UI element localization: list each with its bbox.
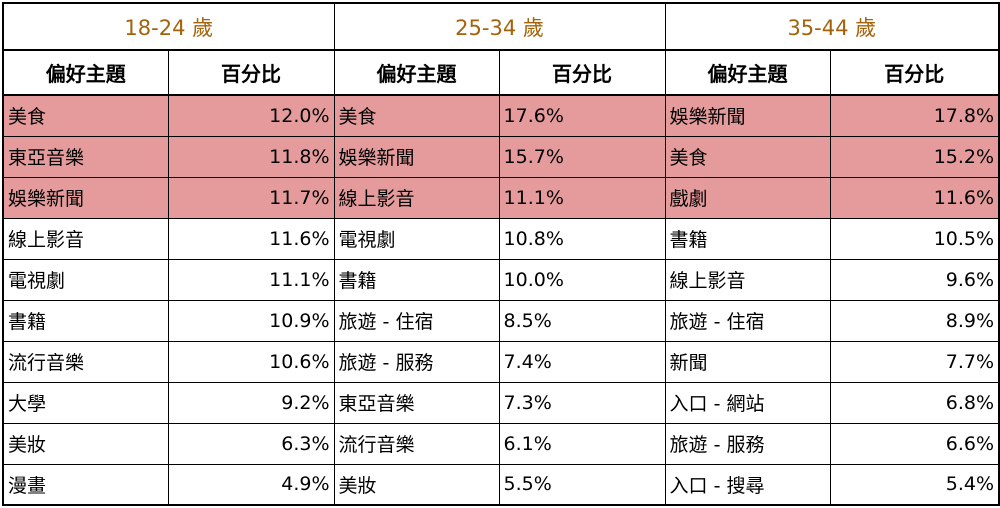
percent-cell: 10.6%: [167, 340, 335, 383]
table-row: 書籍 10.9% 旅遊 - 住宿 8.5% 旅遊 - 住宿 8.9%: [2, 299, 1000, 342]
topic-cell: 東亞音樂: [333, 381, 500, 424]
topic-cell: 入口 - 網站: [664, 381, 831, 424]
pct-header: 百分比: [498, 49, 666, 96]
percent-cell: 10.5%: [829, 217, 1000, 260]
percent-cell: 17.8%: [829, 94, 1000, 137]
column-header-row: 偏好主題 百分比 偏好主題 百分比 偏好主題 百分比: [2, 49, 1000, 96]
percent-cell: 11.1%: [167, 258, 335, 301]
percent-cell: 15.2%: [829, 135, 1000, 178]
topic-cell: 美食: [2, 94, 169, 137]
topic-cell: 書籍: [2, 299, 169, 342]
table-row: 大學 9.2% 東亞音樂 7.3% 入口 - 網站 6.8%: [2, 381, 1000, 424]
percent-cell: 6.6%: [829, 422, 1000, 465]
percent-cell: 6.3%: [167, 422, 335, 465]
percent-cell: 7.4%: [498, 340, 666, 383]
topic-cell: 旅遊 - 住宿: [333, 299, 500, 342]
table-row: 美食 12.0% 美食 17.6% 娛樂新聞 17.8%: [2, 94, 1000, 137]
topic-header: 偏好主題: [2, 49, 169, 96]
topic-cell: 大學: [2, 381, 169, 424]
topic-cell: 娛樂新聞: [664, 94, 831, 137]
topic-cell: 旅遊 - 住宿: [664, 299, 831, 342]
table-row: 美妝 6.3% 流行音樂 6.1% 旅遊 - 服務 6.6%: [2, 422, 1000, 465]
topic-cell: 流行音樂: [333, 422, 500, 465]
percent-cell: 11.6%: [829, 176, 1000, 219]
topic-cell: 旅遊 - 服務: [664, 422, 831, 465]
table-row: 電視劇 11.1% 書籍 10.0% 線上影音 9.6%: [2, 258, 1000, 301]
percent-cell: 12.0%: [167, 94, 335, 137]
percent-cell: 15.7%: [498, 135, 666, 178]
percent-cell: 11.1%: [498, 176, 666, 219]
topic-cell: 娛樂新聞: [2, 176, 169, 219]
percent-cell: 10.0%: [498, 258, 666, 301]
topic-cell: 漫畫: [2, 463, 169, 506]
table-body: 美食 12.0% 美食 17.6% 娛樂新聞 17.8% 東亞音樂 11.8% 娛樂新聞 15.7…: [2, 94, 1000, 506]
pct-header: 百分比: [167, 49, 335, 96]
topic-cell: 電視劇: [2, 258, 169, 301]
topic-header: 偏好主題: [664, 49, 831, 96]
percent-cell: 7.7%: [829, 340, 1000, 383]
topic-cell: 美食: [664, 135, 831, 178]
percent-cell: 5.4%: [829, 463, 1000, 506]
topic-cell: 入口 - 搜尋: [664, 463, 831, 506]
topic-cell: 線上影音: [2, 217, 169, 260]
topic-cell: 流行音樂: [2, 340, 169, 383]
percent-cell: 6.1%: [498, 422, 666, 465]
topic-cell: 線上影音: [333, 176, 500, 219]
topic-cell: 娛樂新聞: [333, 135, 500, 178]
percent-cell: 10.8%: [498, 217, 666, 260]
pct-header: 百分比: [829, 49, 1000, 96]
topic-cell: 美妝: [333, 463, 500, 506]
table-row: 漫畫 4.9% 美妝 5.5% 入口 - 搜尋 5.4%: [2, 463, 1000, 506]
percent-cell: 11.7%: [167, 176, 335, 219]
percent-cell: 6.8%: [829, 381, 1000, 424]
topic-cell: 書籍: [664, 217, 831, 260]
topic-header: 偏好主題: [333, 49, 500, 96]
percent-cell: 9.6%: [829, 258, 1000, 301]
age-group-label-25-34: 25-34 歲: [333, 2, 666, 51]
percent-cell: 8.9%: [829, 299, 1000, 342]
percent-cell: 10.9%: [167, 299, 335, 342]
topic-cell: 東亞音樂: [2, 135, 169, 178]
percent-cell: 11.8%: [167, 135, 335, 178]
topic-cell: 電視劇: [333, 217, 500, 260]
table-row: 流行音樂 10.6% 旅遊 - 服務 7.4% 新聞 7.7%: [2, 340, 1000, 383]
percent-cell: 11.6%: [167, 217, 335, 260]
topic-cell: 美食: [333, 94, 500, 137]
topic-cell: 戲劇: [664, 176, 831, 219]
topic-cell: 線上影音: [664, 258, 831, 301]
topic-cell: 書籍: [333, 258, 500, 301]
age-group-label-18-24: 18-24 歲: [2, 2, 335, 51]
percent-cell: 5.5%: [498, 463, 666, 506]
percent-cell: 4.9%: [167, 463, 335, 506]
topic-cell: 美妝: [2, 422, 169, 465]
table-row: 東亞音樂 11.8% 娛樂新聞 15.7% 美食 15.2%: [2, 135, 1000, 178]
age-group-header-row: 18-24 歲 25-34 歲 35-44 歲: [2, 2, 1000, 51]
percent-cell: 8.5%: [498, 299, 666, 342]
topic-cell: 旅遊 - 服務: [333, 340, 500, 383]
percent-cell: 7.3%: [498, 381, 666, 424]
percent-cell: 17.6%: [498, 94, 666, 137]
table-row: 線上影音 11.6% 電視劇 10.8% 書籍 10.5%: [2, 217, 1000, 260]
percent-cell: 9.2%: [167, 381, 335, 424]
table-row: 娛樂新聞 11.7% 線上影音 11.1% 戲劇 11.6%: [2, 176, 1000, 219]
age-group-label-35-44: 35-44 歲: [664, 2, 1000, 51]
topic-cell: 新聞: [664, 340, 831, 383]
